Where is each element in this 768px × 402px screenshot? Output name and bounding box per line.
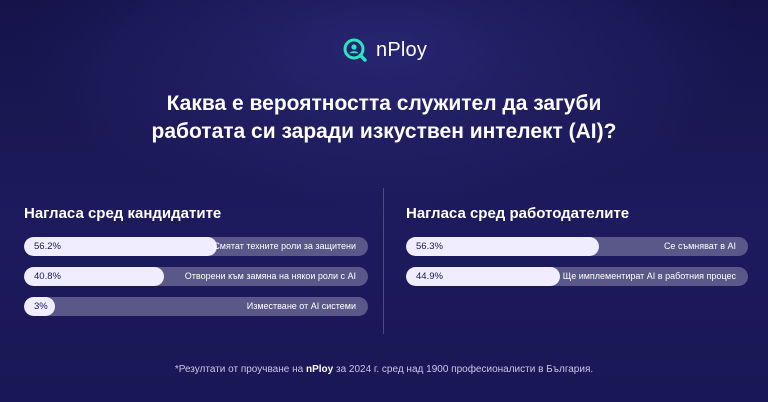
bar-value-label: 40.8% [34, 271, 61, 282]
bar-category-label: Се съмняват в AI [663, 241, 736, 251]
bar-value-label: 44.9% [416, 271, 443, 282]
footnote-brand: nPloy [305, 364, 334, 375]
employers-panel-title: Нагласа сред работодателите [406, 205, 630, 222]
candidates-bars: 56.2% Смятат техните роли за защитени 40.8… [24, 237, 368, 316]
bar-fill [24, 267, 165, 286]
bar-fill [406, 237, 599, 256]
candidates-panel-title: Нагласа сред кандидатите [24, 205, 222, 222]
bar-row: 44.9% Ще имплементират AI в работния проц… [406, 267, 748, 286]
bar-fill [24, 237, 218, 256]
bar-category-label: Отворени към замяна на някои роли с AI [184, 271, 356, 281]
brand-name: nPloy [376, 38, 428, 61]
bar-value-label: 3% [34, 301, 48, 312]
bar-category-label: Смятат техните роли за защитени [213, 241, 356, 251]
page-title: Каква е вероятността служител да загуби … [84, 90, 684, 146]
bar-category-label: Ще имплементират AI в работния процес [562, 271, 736, 281]
employers-bars: 56.3% Се съмняват в AI 44.9% Ще имплементир… [406, 237, 748, 286]
footnote-prefix: *Резултати от проучване на [174, 364, 306, 375]
bar-row: 3% Изместване от AI системи [24, 297, 368, 316]
bar-row: 56.2% Смятат техните роли за защитени [24, 237, 368, 256]
survey-footnote: *Резултати от проучване на nPloy за 2024… [0, 363, 768, 377]
bar-category-label: Изместване от AI системи [246, 301, 356, 311]
bar-row: 56.3% Се съмняват в AI [406, 237, 748, 256]
bar-row: 40.8% Отворени към замяна на някои роли с… [24, 267, 368, 286]
bar-fill [406, 267, 560, 286]
title-line-1: Каква е вероятността служител да загуби [166, 92, 602, 115]
search-person-icon [343, 38, 367, 62]
title-line-2: работата си заради изкуствен интелект (A… [151, 120, 617, 143]
bar-value-label: 56.3% [416, 241, 443, 252]
brand-logo: nPloy [342, 36, 427, 64]
bar-fill [24, 297, 55, 316]
column-divider [383, 188, 384, 334]
employers-panel: Нагласа сред работодателите 56.3% Се съмн… [406, 204, 748, 297]
candidates-panel: Нагласа сред кандидатите 56.2% Смятат тех… [24, 204, 368, 327]
bar-value-label: 56.2% [34, 241, 61, 252]
footnote-suffix: за 2024 г. сред над 1900 професионалисти… [333, 364, 594, 375]
